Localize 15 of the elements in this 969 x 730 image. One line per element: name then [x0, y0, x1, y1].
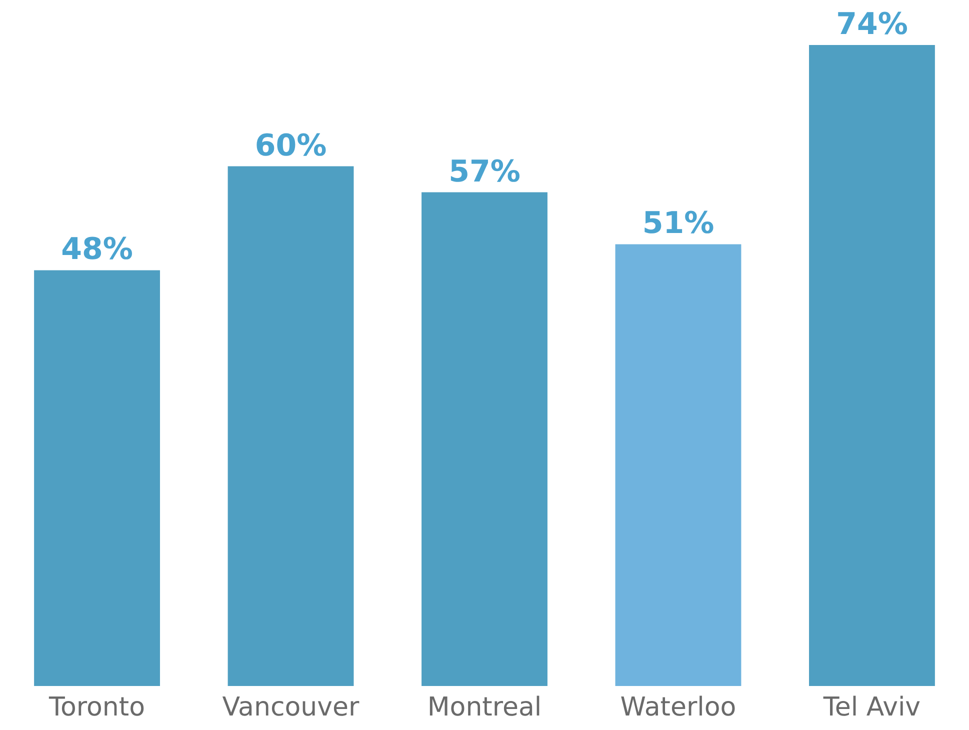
- bar: [34, 270, 160, 686]
- bar: [809, 45, 935, 686]
- data-label: 51%: [642, 206, 714, 242]
- x-tick-label: Toronto: [48, 692, 146, 722]
- x-tick-label: Tel Aviv: [822, 692, 921, 722]
- data-label: 74%: [836, 7, 908, 42]
- x-tick-label: Vancouver: [222, 692, 360, 722]
- x-tick-label: Montreal: [427, 692, 542, 722]
- bar: [422, 192, 548, 686]
- data-label: 57%: [448, 154, 520, 190]
- data-label: 60%: [254, 128, 327, 164]
- x-tick-label: Waterloo: [620, 692, 736, 722]
- bar: [615, 244, 742, 686]
- data-label: 48%: [61, 232, 133, 268]
- bar: [228, 166, 354, 686]
